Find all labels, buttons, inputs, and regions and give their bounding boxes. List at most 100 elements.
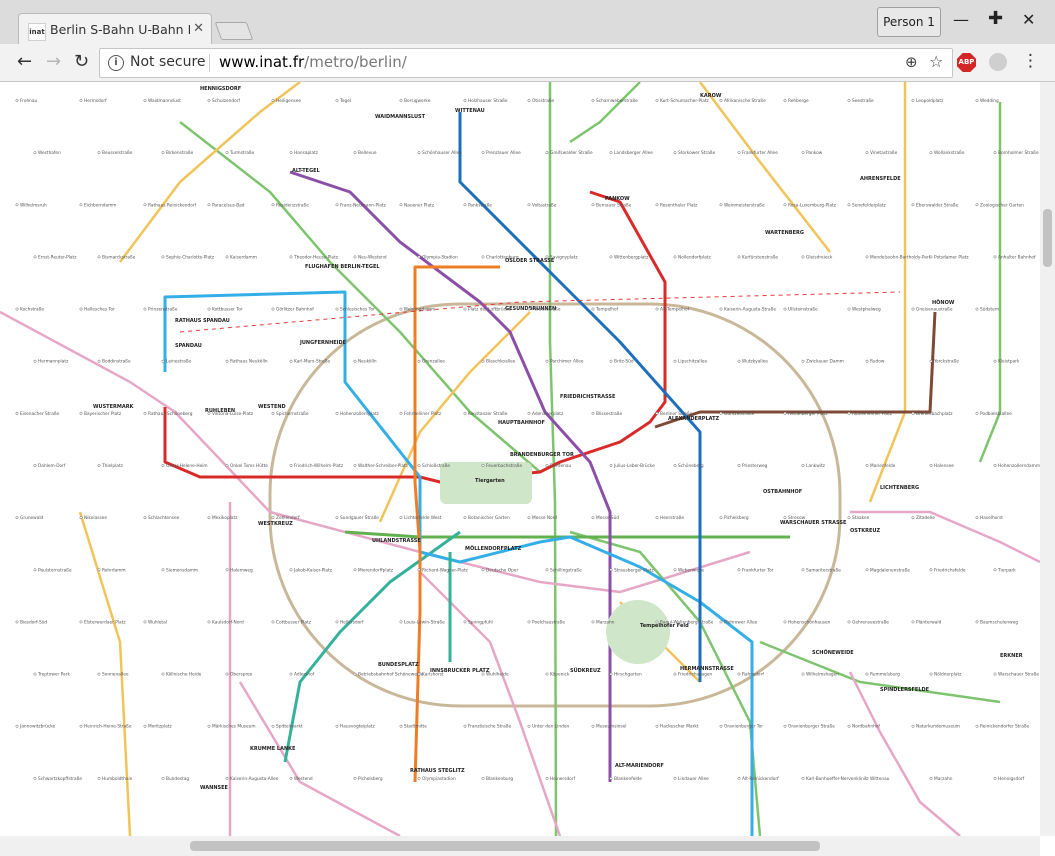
station-dot[interactable] [481,359,485,363]
station-dot[interactable] [15,620,19,624]
station-dot[interactable] [289,776,293,780]
station-dot[interactable] [783,203,787,207]
hub-station-label[interactable]: WARSCHAUER STRASSE [780,520,847,526]
station-label[interactable]: Unter den Linden [532,724,569,730]
hub-station-label[interactable]: HENNIGSDORF [200,86,241,92]
station-label[interactable]: Französische Straße [468,724,511,730]
station-label[interactable]: Westend [294,776,313,782]
forward-icon[interactable]: → [46,51,62,72]
station-dot[interactable] [97,672,101,676]
station-label[interactable]: Bundestag [166,776,189,782]
station-label[interactable]: Halemweg [230,567,253,573]
station-label[interactable]: Onkel Toms Hütte [230,463,268,469]
station-dot[interactable] [847,307,851,311]
tab-close-icon[interactable]: ✕ [193,21,204,36]
station-label[interactable]: Borsigwerke [404,98,431,104]
station-dot[interactable] [97,464,101,467]
station-dot[interactable] [353,776,357,780]
station-dot[interactable] [911,620,915,624]
bookmark-star-icon[interactable]: ☆ [929,52,944,71]
station-label[interactable]: Marzahn [934,776,953,782]
station-label[interactable]: Haselhorst [980,515,1003,521]
station-label[interactable]: Heinersdorf [550,776,576,782]
station-label[interactable]: Ullsteinstraße [788,307,818,313]
hub-station-label[interactable]: GESUNDBRUNNEN [505,306,556,312]
station-dot[interactable] [865,151,869,155]
station-dot[interactable] [289,255,293,259]
station-dot[interactable] [993,672,997,676]
station-label[interactable]: Schönhauser Allee [422,150,462,156]
station-label[interactable]: Residenzstraße [276,202,309,208]
station-dot[interactable] [289,568,293,572]
station-label[interactable]: Hennigsdorf [998,776,1025,782]
station-dot[interactable] [33,151,37,155]
station-label[interactable]: Siemensdamm [166,567,198,573]
station-label[interactable]: Westhafen [38,150,61,156]
station-label[interactable]: Wedding [980,98,999,104]
station-dot[interactable] [271,203,275,207]
station-label[interactable]: Frankfurter Tor [742,567,774,573]
station-dot[interactable] [801,255,805,259]
station-dot[interactable] [719,307,723,311]
station-dot[interactable] [527,411,531,415]
station-label[interactable]: Hohenschönhausen [788,619,831,625]
station-dot[interactable] [847,620,851,624]
station-dot[interactable] [911,203,915,207]
station-label[interactable]: Afrikanische Straße [724,98,766,104]
station-label[interactable]: Betriebsbahnhof Schöneweide [358,672,424,678]
station-label[interactable]: Hellersdorf [340,619,364,625]
station-label[interactable]: Warschauer Straße [998,672,1039,678]
station-dot[interactable] [79,203,83,207]
station-dot[interactable] [399,203,403,207]
station-dot[interactable] [207,203,211,207]
station-dot[interactable] [993,568,997,572]
station-label[interactable]: Beusselstraße [102,150,133,156]
station-dot[interactable] [399,411,403,415]
station-dot[interactable] [673,776,677,780]
station-label[interactable]: Blankenburg [486,776,513,782]
station-dot[interactable] [353,359,357,363]
station-label[interactable]: Schloßstraße [422,463,450,469]
station-label[interactable]: Greifswalder Straße [550,150,593,156]
station-dot[interactable] [207,620,211,624]
station-label[interactable]: Neu-Westend [358,254,387,260]
metro-map[interactable]: HENNIGSDORF WAIDMANNSLUST WITTENAU KAROW ALT… [0,82,1040,836]
station-label[interactable]: Franz-Neumann-Platz [340,202,387,208]
station-label[interactable]: Voltastraße [532,202,557,208]
station-dot[interactable] [97,776,101,780]
station-label[interactable]: Wuhlheide [486,672,509,678]
hub-station-label[interactable]: AHRENSFELDE [860,176,901,182]
station-dot[interactable] [801,151,805,155]
hub-station-label[interactable]: KRUMME LANKE [250,746,296,752]
station-dot[interactable] [865,464,869,467]
station-dot[interactable] [737,151,741,155]
horizontal-scrollbar[interactable] [0,836,1040,856]
station-dot[interactable] [847,516,851,520]
station-dot[interactable] [545,568,549,572]
station-label[interactable]: Eberswalder Straße [916,202,958,208]
station-label[interactable]: Scharnweberstraße [596,98,638,104]
station-dot[interactable] [399,99,403,102]
station-label[interactable]: Gehrenseestraße [852,619,889,625]
station-dot[interactable] [975,411,979,415]
station-label[interactable]: Karl-Bonhoeffer-Nervenklinik [806,776,868,782]
station-label[interactable]: Paracelsus-Bad [212,202,245,208]
station-label[interactable]: Theodor-Heuss-Platz [293,254,339,260]
station-label[interactable]: Landsberger Allee [614,150,653,156]
station-dot[interactable] [15,411,19,415]
station-label[interactable]: Leopoldplatz [916,98,944,104]
station-dot[interactable] [353,255,357,259]
station-label[interactable]: Adenauerplatz [532,411,564,417]
station-label[interactable]: Zoologischer Garten [980,202,1024,208]
hub-station-label[interactable]: PANKOW [605,196,630,202]
station-dot[interactable] [527,724,531,728]
station-dot[interactable] [225,672,229,676]
station-label[interactable]: Marienfelde [870,463,896,469]
station-dot[interactable] [527,203,531,207]
station-dot[interactable] [975,620,979,624]
station-dot[interactable] [609,776,613,780]
station-label[interactable]: Eisenacher Straße [20,411,60,417]
station-label[interactable]: Köllnische Heide [166,672,202,678]
station-dot[interactable] [545,151,549,155]
station-label[interactable]: Leinestraße [166,359,192,365]
